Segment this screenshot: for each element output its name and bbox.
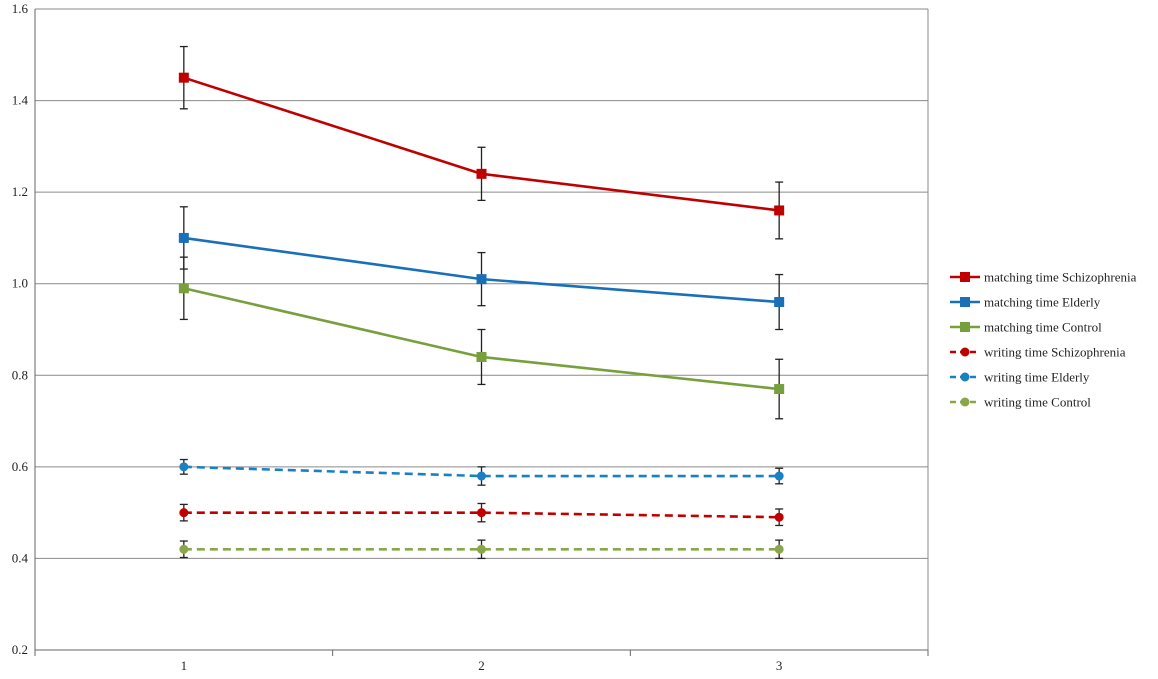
data-point	[774, 384, 785, 395]
y-tick-label: 1.2	[12, 184, 28, 199]
data-point	[774, 471, 784, 481]
data-point	[178, 72, 189, 83]
data-point	[476, 274, 487, 285]
data-point	[178, 283, 189, 294]
y-tick-label: 0.6	[12, 459, 29, 474]
data-point	[774, 205, 785, 216]
data-point	[178, 232, 189, 243]
y-axis-ticks: 0.2 0.4 0.6 0.8 1.0 1.2 1.4 1.6	[12, 1, 29, 657]
data-point	[476, 168, 487, 179]
data-point	[179, 462, 189, 472]
x-tick-label: 1	[181, 658, 188, 673]
data-point	[774, 512, 784, 522]
series-line	[183, 465, 780, 478]
y-tick-label: 0.8	[12, 367, 28, 382]
x-axis-ticks: 1 2 3	[34, 650, 929, 673]
data-point	[477, 471, 486, 481]
data-point	[179, 508, 189, 518]
data-point	[774, 297, 785, 308]
legend-label: matching time Schizophrenia	[984, 270, 1137, 285]
y-tick-label: 1.0	[12, 276, 28, 291]
y-tick-label: 1.4	[12, 93, 29, 108]
legend-label: writing time Control	[984, 395, 1091, 410]
legend-marker	[960, 322, 970, 332]
x-tick-label: 3	[776, 658, 783, 673]
data-point	[476, 351, 487, 362]
legend-marker	[960, 297, 970, 307]
legend-label: writing time Schizophrenia	[984, 345, 1126, 360]
data-point	[179, 544, 189, 554]
legend-label: matching time Control	[984, 320, 1102, 335]
x-tick-label: 2	[478, 658, 485, 673]
plot-area	[178, 45, 785, 560]
series-line	[183, 511, 780, 519]
y-tick-label: 0.4	[12, 550, 29, 565]
y-tick-label: 1.6	[12, 1, 29, 16]
data-point	[774, 544, 784, 554]
axes	[34, 9, 929, 651]
legend-label: matching time Elderly	[984, 295, 1101, 310]
legend-marker	[960, 347, 970, 357]
data-point	[477, 544, 486, 554]
data-point	[477, 508, 486, 518]
legend-label: writing time Elderly	[984, 370, 1090, 385]
legend-marker	[960, 372, 970, 382]
y-tick-label: 0.2	[12, 642, 28, 657]
legend-marker	[960, 397, 970, 407]
legend-marker	[960, 272, 970, 282]
legend: matching time Schizophrenia matching time…	[950, 270, 1137, 410]
